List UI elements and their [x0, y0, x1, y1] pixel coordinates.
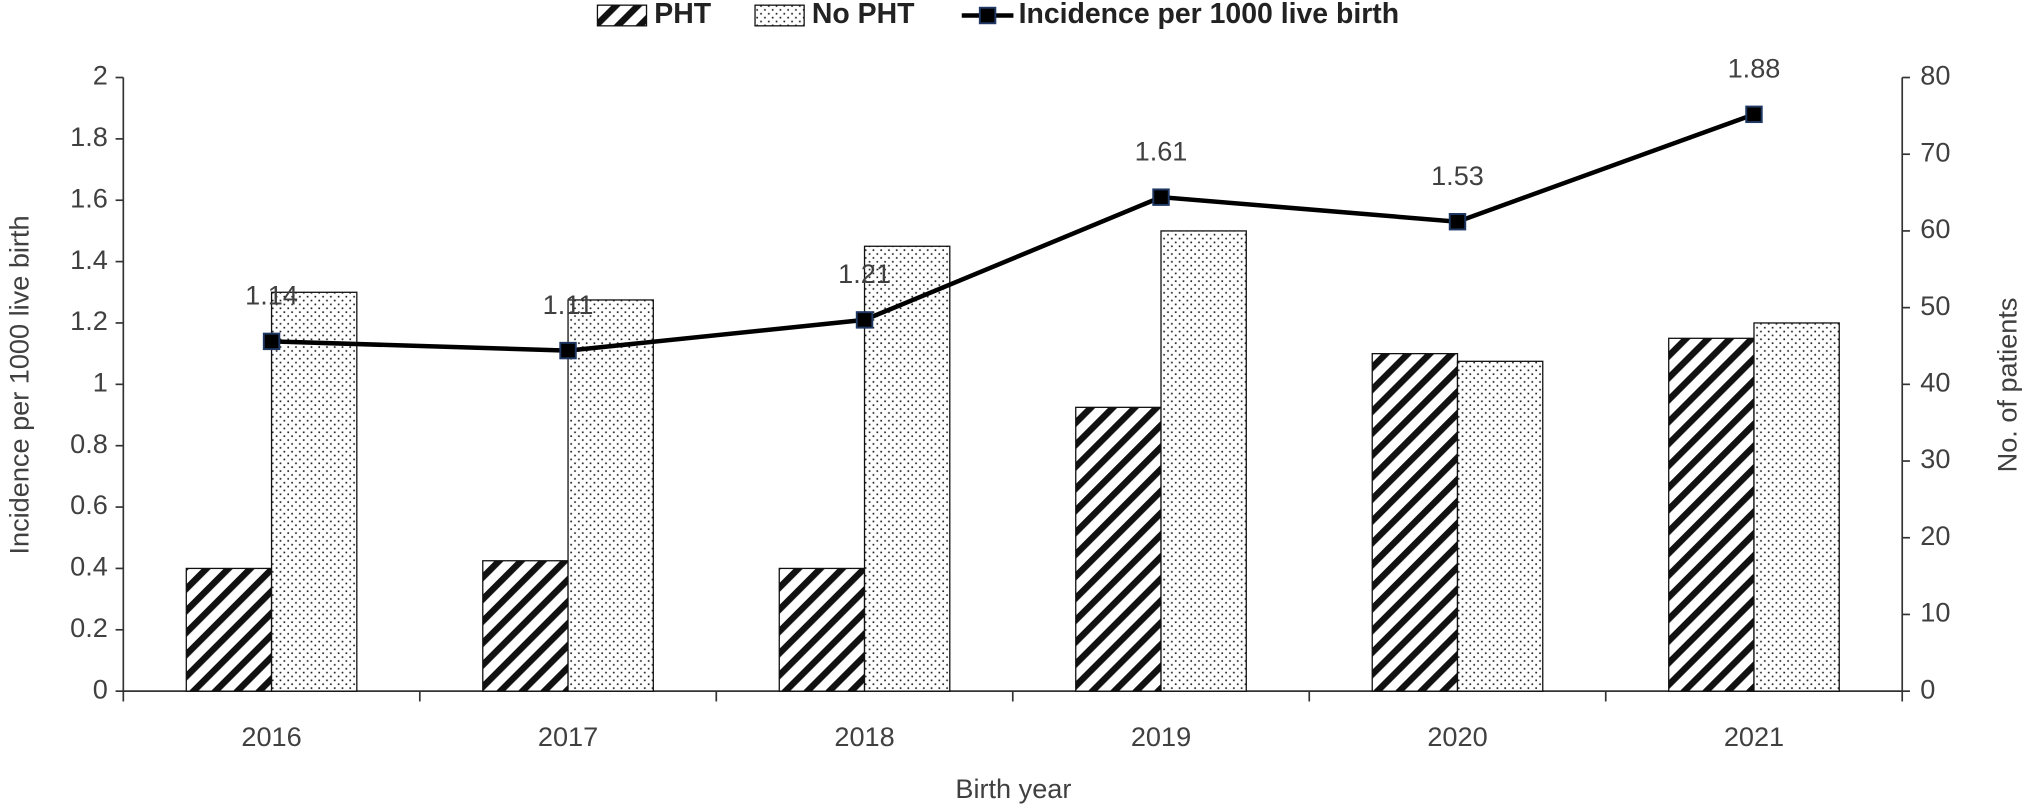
data-label: 1.88	[1728, 53, 1781, 84]
bar	[185, 567, 273, 692]
bar	[567, 299, 654, 692]
y2-tick-label: 20	[1920, 520, 1950, 551]
y-tick-label: 1	[93, 366, 108, 397]
bar	[1668, 337, 1755, 692]
y2-tick-label: 30	[1920, 443, 1950, 474]
line-marker	[262, 332, 281, 351]
data-label: 1.21	[838, 258, 891, 289]
y-tick-label: 1.6	[70, 182, 108, 213]
y-tick-label: 1.8	[70, 121, 108, 152]
bar	[1160, 230, 1247, 692]
y-tick-label: 1.4	[70, 244, 108, 275]
y-tick-label: 0.8	[70, 428, 108, 459]
y2-tick-label: 80	[1920, 60, 1950, 91]
data-label: 1.14	[245, 280, 298, 311]
bar	[482, 560, 569, 692]
bar	[1753, 322, 1840, 692]
y2-tick-label: 10	[1920, 597, 1950, 628]
line-marker	[559, 341, 577, 360]
bar	[863, 245, 951, 692]
y2-tick-label: 50	[1920, 290, 1950, 321]
line-marker	[1152, 188, 1170, 206]
x-tick-label: 2016	[241, 721, 301, 752]
line-marker	[1745, 105, 1763, 124]
data-label: 1.61	[1135, 135, 1188, 166]
x-tick-label: 2019	[1131, 721, 1191, 752]
y-tick-label: 0.4	[70, 551, 108, 582]
legend-label: No PHT	[812, 0, 915, 30]
y-tick-label: 0.2	[70, 612, 108, 643]
y-tick-label: 0.6	[70, 489, 108, 520]
line-marker	[1448, 212, 1467, 231]
y2-tick-label: 0	[1920, 673, 1935, 704]
line	[271, 112, 1755, 353]
line-marker	[855, 311, 874, 329]
x-tick-label: 2020	[1427, 721, 1487, 752]
data-label: 1.11	[543, 289, 594, 320]
x-tick-label: 2018	[834, 721, 894, 752]
legend-label: Incidence per 1000 live birth	[1019, 0, 1400, 30]
y2-axis-title: No. of patients	[1992, 298, 2023, 473]
bar	[1456, 360, 1544, 692]
x-axis-title: Birth year	[955, 773, 1071, 804]
y2-tick-label: 40	[1920, 366, 1950, 397]
bar	[778, 567, 866, 692]
legend-marker	[978, 6, 997, 25]
y2-tick-label: 60	[1920, 213, 1950, 244]
bar	[1371, 353, 1459, 692]
legend-swatch	[754, 4, 805, 27]
legend-swatch	[596, 4, 648, 27]
y2-tick-label: 70	[1920, 136, 1950, 167]
y-tick-label: 2	[93, 60, 108, 91]
bar	[1075, 406, 1162, 692]
bar	[270, 291, 358, 692]
legend-label: PHT	[654, 0, 711, 30]
y-tick-label: 0	[93, 673, 108, 704]
y-axis-title: Incidence per 1000 live birth	[3, 215, 34, 554]
data-label: 1.53	[1431, 160, 1484, 191]
x-tick-label: 2017	[538, 721, 598, 752]
x-tick-label: 2021	[1724, 721, 1784, 752]
y-tick-label: 1.2	[70, 305, 108, 336]
